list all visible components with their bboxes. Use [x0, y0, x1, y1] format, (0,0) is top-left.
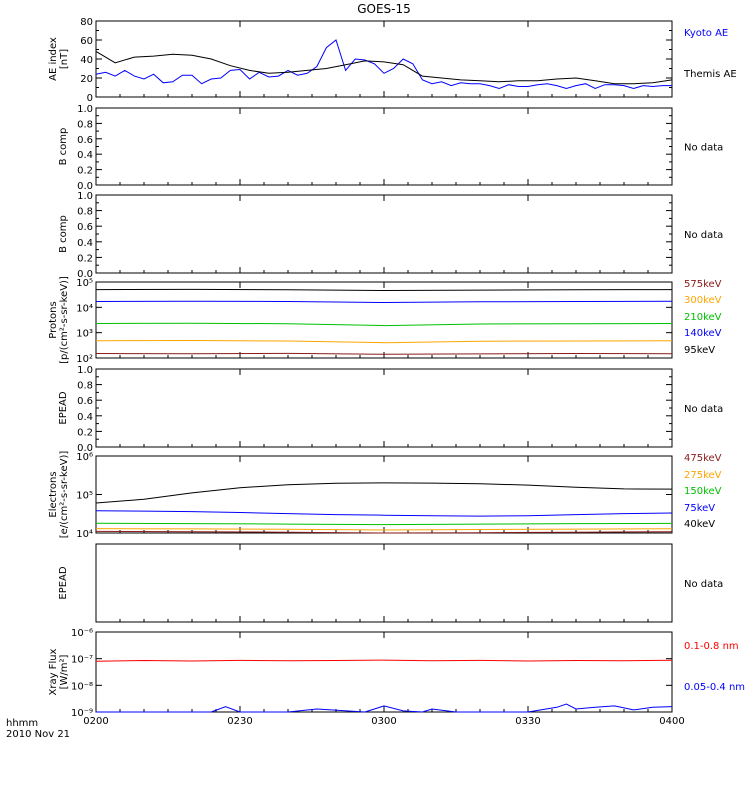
y-tick-label: 60 — [80, 36, 93, 47]
y-tick-label: 20 — [80, 74, 93, 85]
y-tick-label: 0.0 — [77, 269, 93, 280]
y-tick-label: 1.0 — [77, 191, 93, 202]
chart-title: GOES-15 — [357, 2, 411, 16]
y-tick-label: 10⁵ — [76, 491, 93, 502]
y-axis-label: EPEAD — [58, 566, 69, 600]
y-tick-label: 0.0 — [77, 181, 93, 192]
legend-entry: 275keV — [684, 470, 722, 481]
y-tick-label: 0.2 — [77, 166, 93, 177]
legend-entry: 95keV — [684, 345, 715, 356]
x-unit-label: hhmm — [6, 718, 38, 729]
panel-frame-b2 — [95, 194, 673, 274]
no-data-note: No data — [684, 404, 723, 415]
series-line-210kev — [95, 322, 673, 327]
series-line-themis-ae — [95, 50, 673, 85]
series-line-kyoto-ae — [95, 39, 672, 90]
y-tick-label: 1.0 — [77, 104, 93, 115]
y-tick-label: 1.0 — [77, 365, 93, 376]
y-axis-label: AE index — [48, 37, 59, 81]
y-tick-label: 80 — [80, 17, 93, 28]
y-axis-label: [W/m²] — [59, 654, 70, 689]
y-axis-label: Protons — [48, 301, 59, 338]
y-tick-label: 0.8 — [77, 207, 93, 218]
y-tick-label: 10⁻⁷ — [71, 655, 93, 666]
no-data-note: No data — [684, 579, 723, 590]
series-line-40kev — [95, 482, 673, 504]
y-axis-label: Electrons — [48, 471, 59, 517]
date-label: 2010 Nov 21 — [6, 729, 70, 740]
y-tick-label: 0.6 — [77, 222, 93, 233]
series-line-475kev — [95, 530, 673, 534]
no-data-note: No data — [684, 230, 723, 241]
x-tick-label: 0400 — [659, 716, 684, 727]
legend-entry: 40keV — [684, 519, 715, 530]
legend-entry: 0.05-0.4 nm — [684, 682, 745, 693]
y-axis-label: [e/(cm²-s-sr-keV)] — [59, 451, 70, 539]
legend-entry: Kyoto AE — [684, 28, 728, 39]
panel-frame-xray — [95, 631, 673, 713]
x-tick-label: 0230 — [227, 716, 252, 727]
y-axis-label: [p/(cm²-s-sr-keV)] — [59, 276, 70, 364]
panel-frame-epead2 — [95, 543, 673, 623]
y-axis-label: [nT] — [59, 49, 70, 69]
y-axis-label: Xray Flux — [48, 648, 59, 695]
series-line-300kev — [95, 339, 673, 344]
y-axis-label: B comp — [58, 128, 69, 166]
x-tick-label: 0200 — [83, 716, 108, 727]
x-tick-label: 0300 — [371, 716, 396, 727]
y-tick-label: 0.6 — [77, 396, 93, 407]
y-tick-label: 10⁻⁶ — [71, 628, 93, 639]
legend-entry: 140keV — [684, 328, 722, 339]
legend-entry: 575keV — [684, 279, 722, 290]
y-tick-label: 10⁻⁹ — [71, 708, 93, 719]
legend-entry: 475keV — [684, 453, 722, 464]
y-tick-label: 0.0 — [77, 443, 93, 454]
y-tick-label: 10³ — [76, 329, 93, 340]
legend-entry: 150keV — [684, 486, 722, 497]
legend-entry: 75keV — [684, 503, 715, 514]
series-line-150kev — [95, 522, 673, 526]
no-data-note: No data — [684, 143, 723, 154]
y-tick-label: 10⁴ — [76, 303, 93, 314]
series-line-0-1-0-8-nm — [95, 659, 673, 662]
y-tick-label: 0.6 — [77, 135, 93, 146]
series-line-575kev — [95, 352, 673, 355]
series-line-140kev — [95, 300, 673, 304]
legend-entry: 210keV — [684, 312, 722, 323]
panel-frame-protons — [95, 281, 673, 359]
y-tick-label: 0.4 — [77, 412, 93, 423]
x-tick-label: 0330 — [515, 716, 540, 727]
y-axis-label: B comp — [58, 215, 69, 253]
y-tick-label: 10⁶ — [76, 452, 93, 463]
y-tick-label: 10⁴ — [76, 529, 93, 540]
panel-frame-epead1 — [95, 368, 673, 448]
y-tick-label: 0.4 — [77, 238, 93, 249]
y-tick-label: 0.2 — [77, 253, 93, 264]
panel-frame-ae — [95, 20, 673, 98]
series-line-95kev — [95, 288, 673, 292]
y-tick-label: 0.8 — [77, 381, 93, 392]
y-tick-label: 0.4 — [77, 150, 93, 161]
y-tick-label: 10² — [76, 354, 93, 365]
series-line-0-05-0-4-nm — [96, 703, 673, 713]
legend-entry: 300keV — [684, 295, 722, 306]
series-line-275kev — [95, 528, 673, 531]
series-line-75kev — [95, 510, 673, 517]
y-tick-label: 0.2 — [77, 427, 93, 438]
y-tick-label: 0.8 — [77, 119, 93, 130]
legend-entry: Themis AE — [683, 69, 737, 80]
y-tick-label: 40 — [80, 55, 93, 66]
y-tick-label: 10⁵ — [76, 278, 93, 289]
y-axis-label: EPEAD — [58, 391, 69, 425]
y-tick-label: 10⁻⁸ — [71, 681, 93, 692]
legend-entry: 0.1-0.8 nm — [684, 641, 739, 652]
panel-frame-b1 — [95, 107, 673, 186]
y-tick-label: 0 — [87, 93, 93, 104]
